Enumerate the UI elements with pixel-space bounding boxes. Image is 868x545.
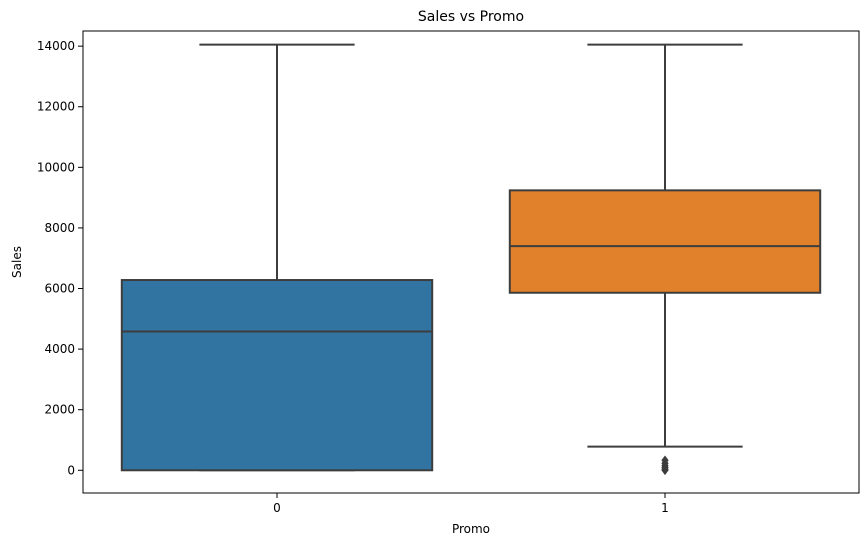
y-tick-label: 14000 [37, 39, 75, 53]
chart-title: Sales vs Promo [418, 9, 524, 25]
plot-area [82, 30, 860, 494]
x-tick-label: 0 [273, 501, 281, 515]
y-tick-label: 10000 [37, 160, 75, 174]
box-iqr [508, 189, 822, 294]
x-tick-label: 1 [661, 501, 669, 515]
x-axis-label: Promo [452, 522, 490, 536]
y-tick-label: 6000 [44, 282, 75, 296]
y-tick-label: 2000 [44, 403, 75, 417]
box-group-1 [508, 43, 822, 476]
y-tick-label: 8000 [44, 221, 75, 235]
outlier-point [661, 455, 669, 466]
axes-frame [82, 30, 860, 494]
y-tick-label: 4000 [44, 342, 75, 356]
axes-spines [82, 30, 860, 494]
box-iqr [120, 279, 434, 472]
box-group-0 [120, 43, 434, 472]
y-axis: 0 2000 4000 6000 8000 10000 12000 14000 [37, 39, 83, 477]
y-tick-label: 0 [67, 463, 75, 477]
y-axis-label: Sales [10, 246, 24, 278]
y-tick-label: 12000 [37, 100, 75, 114]
